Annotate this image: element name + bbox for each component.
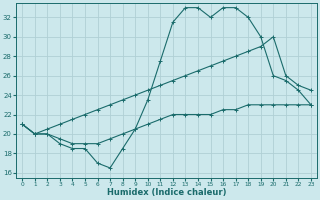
X-axis label: Humidex (Indice chaleur): Humidex (Indice chaleur) — [107, 188, 226, 197]
